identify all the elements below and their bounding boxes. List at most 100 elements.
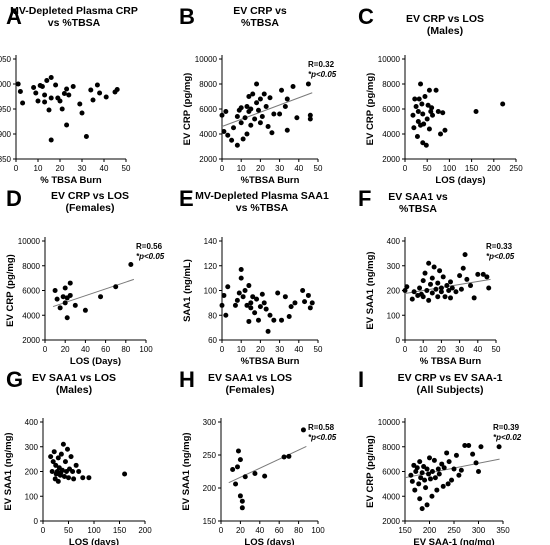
x-axis-label: EV SAA-1 (ng/mg) — [413, 537, 494, 545]
x-tick-label: 10 — [419, 345, 428, 354]
data-point — [48, 454, 54, 460]
data-point — [423, 142, 429, 148]
data-point — [225, 284, 231, 290]
data-point — [404, 284, 410, 290]
data-point — [429, 290, 435, 296]
data-point — [66, 475, 71, 481]
data-point — [252, 116, 258, 122]
y-tick-label: 2000 — [382, 517, 400, 526]
data-point — [440, 483, 446, 489]
data-point — [60, 294, 66, 300]
chart-title-line: EV CRP vs LOS — [51, 190, 129, 202]
data-point — [55, 455, 61, 461]
stat-annotation: R=0.33 — [486, 242, 513, 251]
data-point — [429, 275, 435, 281]
data-point — [248, 300, 254, 306]
data-point — [234, 142, 240, 148]
y-axis-label: EV SAA1 (ng/mg) — [365, 251, 376, 329]
data-point — [48, 95, 54, 101]
data-point — [265, 124, 271, 129]
y-tick-label: 8000 — [199, 80, 217, 89]
data-point — [279, 87, 285, 93]
data-point — [79, 110, 85, 116]
data-point — [410, 112, 416, 118]
data-point — [62, 459, 68, 465]
data-point — [67, 280, 73, 286]
data-point — [53, 82, 59, 88]
regression-line — [221, 92, 313, 127]
data-point — [309, 300, 315, 306]
x-tick-label: 50 — [314, 345, 323, 354]
data-point — [128, 262, 134, 268]
stat-annotation: *p<0.05 — [136, 252, 165, 261]
data-point — [302, 299, 308, 305]
data-point — [281, 454, 287, 460]
y-tick-label: 8000 — [22, 262, 40, 271]
data-point — [267, 312, 273, 318]
data-point — [49, 469, 55, 474]
data-point — [436, 471, 442, 477]
x-tick-label: 50 — [423, 164, 432, 173]
data-point — [225, 132, 231, 138]
chart-title-line: EV SAA1 vs LOS — [32, 372, 116, 384]
data-point — [33, 90, 39, 96]
data-point — [17, 89, 23, 94]
data-point — [434, 487, 440, 493]
data-point — [86, 475, 92, 481]
y-axis-label: SAA1 (ng/mL) — [182, 259, 193, 322]
data-point — [94, 82, 100, 88]
data-point — [426, 87, 432, 93]
data-point — [57, 305, 63, 311]
x-tick-label: 0 — [220, 164, 225, 173]
y-tick-label: 200 — [25, 468, 39, 477]
data-point — [68, 454, 74, 460]
data-point — [64, 315, 70, 321]
x-tick-label: 20 — [56, 164, 65, 173]
data-point — [244, 131, 250, 137]
data-point — [248, 305, 254, 311]
x-tick-label: 0 — [41, 526, 46, 535]
data-point — [424, 466, 430, 472]
x-tick-label: 30 — [455, 345, 464, 354]
y-tick-label: 2000 — [199, 155, 217, 164]
data-point — [307, 305, 313, 311]
data-point — [290, 84, 296, 89]
data-point — [254, 100, 260, 106]
data-point — [435, 280, 441, 286]
data-point — [446, 459, 452, 465]
x-axis-label: LOS (days) — [244, 537, 294, 545]
data-point — [88, 87, 94, 93]
x-tick-label: 50 — [122, 164, 131, 173]
data-point — [257, 96, 263, 102]
data-point — [66, 92, 72, 98]
data-point — [412, 487, 418, 493]
data-point — [446, 288, 452, 293]
data-point — [415, 109, 421, 114]
data-point — [458, 467, 464, 473]
data-point — [449, 477, 455, 483]
data-point — [471, 295, 477, 301]
y-tick-label: 10000 — [378, 55, 401, 64]
data-point — [48, 137, 54, 143]
y-tick-label: 6000 — [199, 105, 217, 114]
panel-h: H EV SAA1 vs LOS(Females) 150 200 250 300 0 20 4… — [179, 367, 337, 545]
y-tick-label: 100 — [387, 311, 401, 320]
data-point — [424, 116, 430, 122]
data-point — [231, 125, 237, 131]
data-point — [246, 94, 252, 99]
x-tick-label: 20 — [61, 345, 70, 354]
x-tick-label: 30 — [78, 164, 87, 173]
data-point — [20, 100, 26, 106]
data-point — [39, 84, 45, 89]
data-point — [71, 476, 77, 482]
x-tick-label: 0 — [43, 345, 48, 354]
data-point — [424, 288, 430, 293]
data-point — [441, 465, 447, 471]
data-point — [286, 453, 292, 459]
data-point — [435, 466, 441, 472]
x-tick-label: 20 — [256, 345, 265, 354]
data-point — [233, 481, 239, 487]
y-tick-label: 80 — [208, 311, 217, 320]
data-point — [50, 459, 56, 465]
